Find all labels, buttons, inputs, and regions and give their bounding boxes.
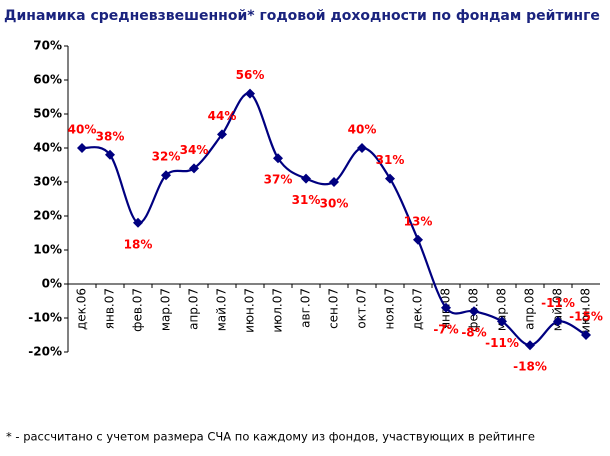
y-tick-label: 10% — [33, 243, 62, 257]
data-label: 44% — [208, 109, 237, 123]
y-tick-label: -20% — [28, 345, 62, 359]
data-label: 37% — [264, 173, 293, 187]
y-tick-label: 30% — [33, 175, 62, 189]
x-tick-label: апр.07 — [187, 288, 201, 330]
y-tick-label: 70% — [33, 39, 62, 53]
marker — [133, 217, 143, 228]
data-label: 40% — [348, 123, 377, 137]
marker — [245, 88, 255, 99]
marker — [77, 143, 87, 153]
y-tick-label: 50% — [33, 107, 62, 121]
x-tick-label: июн.08 — [579, 288, 593, 333]
marker — [217, 129, 227, 140]
y-tick-label: 40% — [33, 141, 62, 155]
data-label: -15% — [569, 310, 603, 324]
marker — [301, 173, 311, 184]
x-tick-label: май.07 — [215, 288, 229, 331]
x-tick-label: мар.07 — [159, 288, 173, 331]
x-tick-label: ноя.07 — [383, 288, 397, 330]
x-tick-label: июл.07 — [271, 288, 285, 333]
data-label: -7% — [433, 322, 458, 336]
marker — [273, 153, 283, 164]
data-label: 56% — [236, 68, 265, 82]
x-tick-label: сен.07 — [327, 288, 341, 329]
x-tick-label: авг.07 — [299, 288, 313, 328]
marker — [553, 316, 563, 327]
data-label: 34% — [180, 143, 209, 157]
data-label: -11% — [541, 296, 575, 310]
marker — [357, 143, 367, 153]
x-tick-label: июн.07 — [243, 288, 257, 333]
data-label: -8% — [461, 326, 486, 340]
data-label: 32% — [152, 150, 181, 164]
marker — [441, 302, 451, 313]
marker — [413, 234, 423, 245]
x-tick-label: дек.06 — [75, 288, 89, 330]
marker — [497, 316, 507, 327]
x-tick-label: апр.08 — [523, 288, 537, 330]
marker — [525, 340, 535, 351]
data-label: 13% — [404, 214, 433, 228]
data-label: 18% — [124, 237, 153, 251]
x-tick-label: фев.07 — [131, 288, 145, 332]
data-label: 31% — [292, 193, 321, 207]
data-label: 40% — [68, 123, 97, 137]
y-tick-label: 60% — [33, 73, 62, 87]
x-tick-label: дек.07 — [411, 288, 425, 330]
y-tick-label: -10% — [28, 311, 62, 325]
y-tick-label: 0% — [42, 277, 62, 291]
marker — [105, 149, 115, 160]
marker — [581, 330, 591, 340]
data-label: 30% — [320, 197, 349, 211]
x-tick-label: окт.07 — [355, 288, 369, 329]
data-label: -11% — [485, 336, 519, 350]
marker — [385, 173, 395, 184]
data-label: 38% — [96, 129, 125, 143]
y-tick-label: 20% — [33, 209, 62, 223]
chart-title: Динамика средневзвешенной* годовой доход… — [4, 8, 600, 24]
footnote: * - рассчитано с учетом размера СЧА по к… — [6, 430, 535, 444]
data-label: -18% — [513, 360, 547, 374]
x-tick-label: янв.07 — [103, 288, 117, 329]
marker — [161, 170, 171, 181]
marker — [469, 306, 479, 317]
marker — [329, 177, 339, 187]
data-label: 31% — [376, 153, 405, 167]
marker — [189, 163, 199, 174]
